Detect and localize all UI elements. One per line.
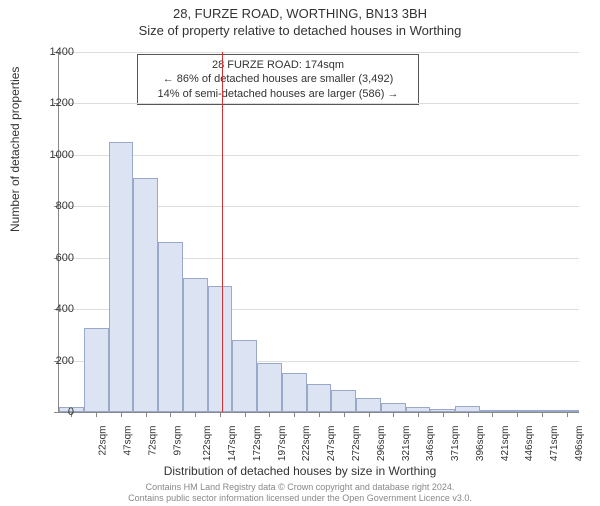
chart-container: 28, FURZE ROAD, WORTHING, BN13 3BH Size … (0, 6, 600, 506)
x-axis-label: Distribution of detached houses by size … (0, 464, 600, 478)
xtick-mark (393, 412, 394, 417)
xtick-label: 496sqm (574, 426, 585, 462)
reference-line (222, 52, 223, 412)
xtick-mark (220, 412, 221, 417)
histogram-bar (257, 363, 282, 412)
xtick-label: 371sqm (450, 426, 461, 462)
histogram-bar (282, 373, 307, 412)
xtick-label: 72sqm (147, 426, 158, 456)
gridline (59, 103, 579, 104)
y-axis-label: Number of detached properties (8, 67, 22, 232)
xtick-mark (195, 412, 196, 417)
xtick-label: 197sqm (277, 426, 288, 462)
page-title-line2: Size of property relative to detached ho… (0, 23, 600, 38)
xtick-mark (96, 412, 97, 417)
annotation-line1: 28 FURZE ROAD: 174sqm (144, 58, 412, 72)
histogram-bar (232, 340, 257, 412)
ytick-label: 400 (34, 303, 74, 315)
xtick-mark (567, 412, 568, 417)
xtick-label: 97sqm (172, 426, 183, 456)
ytick-label: 0 (34, 406, 74, 418)
ytick-label: 600 (34, 252, 74, 264)
histogram-bar (208, 286, 233, 412)
xtick-mark (269, 412, 270, 417)
xtick-mark (146, 412, 147, 417)
annotation-box: 28 FURZE ROAD: 174sqm ← 86% of detached … (137, 54, 419, 105)
ytick-label: 1400 (34, 46, 74, 58)
plot-area: 28 FURZE ROAD: 174sqm ← 86% of detached … (58, 52, 579, 413)
histogram-bar (109, 142, 134, 412)
ytick-label: 1200 (34, 97, 74, 109)
xtick-label: 47sqm (123, 426, 134, 456)
xtick-label: 421sqm (500, 426, 511, 462)
page-title-line1: 28, FURZE ROAD, WORTHING, BN13 3BH (0, 6, 600, 21)
xtick-label: 147sqm (227, 426, 238, 462)
ytick-label: 1000 (34, 149, 74, 161)
xtick-mark (542, 412, 543, 417)
xtick-mark (492, 412, 493, 417)
ytick-label: 200 (34, 355, 74, 367)
xtick-label: 471sqm (549, 426, 560, 462)
xtick-mark (294, 412, 295, 417)
histogram-bar (331, 390, 356, 412)
xtick-mark (245, 412, 246, 417)
xtick-mark (170, 412, 171, 417)
xtick-mark (369, 412, 370, 417)
annotation-line3: 14% of semi-detached houses are larger (… (144, 87, 412, 101)
xtick-label: 321sqm (401, 426, 412, 462)
xtick-mark (319, 412, 320, 417)
footer-line2: Contains public sector information licen… (0, 493, 600, 504)
xtick-label: 172sqm (252, 426, 263, 462)
xtick-label: 222sqm (302, 426, 313, 462)
xtick-label: 396sqm (475, 426, 486, 462)
footer-attribution: Contains HM Land Registry data © Crown c… (0, 482, 600, 504)
gridline (59, 52, 579, 53)
xtick-label: 122sqm (203, 426, 214, 462)
annotation-line2: ← 86% of detached houses are smaller (3,… (144, 72, 412, 86)
histogram-bar (307, 384, 332, 412)
xtick-mark (443, 412, 444, 417)
histogram-bar (381, 403, 406, 412)
xtick-mark (121, 412, 122, 417)
gridline (59, 155, 579, 156)
histogram-bar (133, 178, 158, 412)
histogram-bar (158, 242, 183, 412)
xtick-label: 346sqm (425, 426, 436, 462)
histogram-bar (183, 278, 208, 412)
xtick-mark (468, 412, 469, 417)
footer-line1: Contains HM Land Registry data © Crown c… (0, 482, 600, 493)
xtick-label: 272sqm (351, 426, 362, 462)
xtick-mark (517, 412, 518, 417)
xtick-mark (344, 412, 345, 417)
xtick-label: 22sqm (98, 426, 109, 456)
xtick-label: 247sqm (326, 426, 337, 462)
histogram-bar (84, 328, 109, 412)
ytick-label: 800 (34, 200, 74, 212)
xtick-label: 296sqm (376, 426, 387, 462)
xtick-label: 446sqm (524, 426, 535, 462)
histogram-bar (356, 398, 381, 412)
xtick-mark (418, 412, 419, 417)
